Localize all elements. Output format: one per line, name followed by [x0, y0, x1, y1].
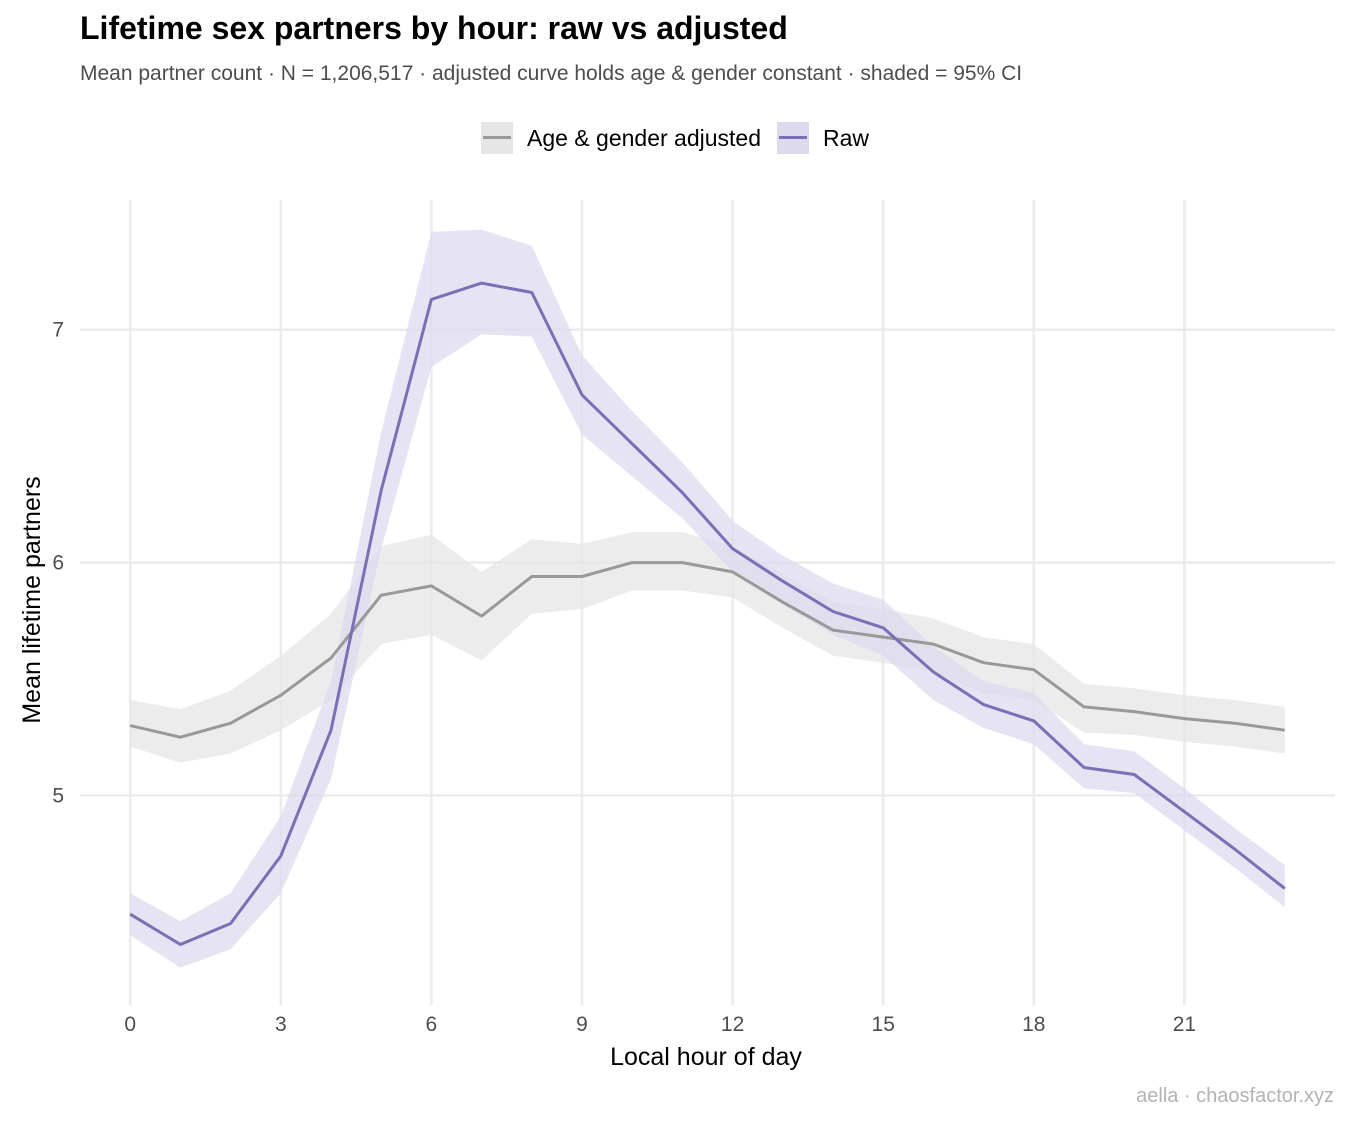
x-tick-label: 15: [872, 1013, 895, 1036]
legend-item-raw: Raw: [777, 122, 869, 154]
x-tick-label: 9: [576, 1013, 588, 1036]
y-tick-label: 6: [52, 552, 64, 575]
x-tick-label: 12: [721, 1013, 744, 1036]
y-axis-title: Mean lifetime partners: [18, 476, 46, 723]
confidence-bands: [130, 229, 1285, 968]
legend-item-adjusted: Age & gender adjusted: [480, 122, 761, 154]
y-tick-label: 5: [52, 784, 64, 807]
legend: Age & gender adjusted Raw: [0, 118, 1350, 158]
x-tick-label: 6: [426, 1013, 438, 1036]
x-axis-title: Local hour of day: [610, 1043, 802, 1071]
chart-title: Lifetime sex partners by hour: raw vs ad…: [80, 10, 788, 46]
x-tick-label: 18: [1022, 1013, 1045, 1036]
chart-subtitle: Mean partner count · N = 1,206,517 · adj…: [80, 62, 1023, 85]
x-tick-label: 3: [275, 1013, 287, 1036]
y-axis-ticks: 5 6 7: [52, 319, 64, 808]
legend-label-raw: Raw: [823, 124, 870, 151]
series-line-age-gender-adjusted: [129, 561, 1286, 739]
x-tick-label: 0: [124, 1013, 136, 1036]
x-tick-label: 21: [1173, 1013, 1196, 1036]
chart-caption: aella · chaosfactor.xyz: [1136, 1085, 1334, 1107]
series-line-raw: [129, 281, 1286, 946]
legend-label-adjusted: Age & gender adjusted: [526, 124, 761, 151]
ci-band-raw: [130, 229, 1285, 968]
y-tick-label: 7: [52, 319, 64, 342]
legend-key-adjusted: [480, 122, 513, 154]
x-axis-ticks: 0 3 6 9 12 15 18 21: [124, 1013, 1196, 1036]
series-lines: [129, 281, 1286, 946]
ci-band-age-gender-adjusted: [130, 532, 1285, 763]
legend-key-raw: [777, 122, 809, 154]
